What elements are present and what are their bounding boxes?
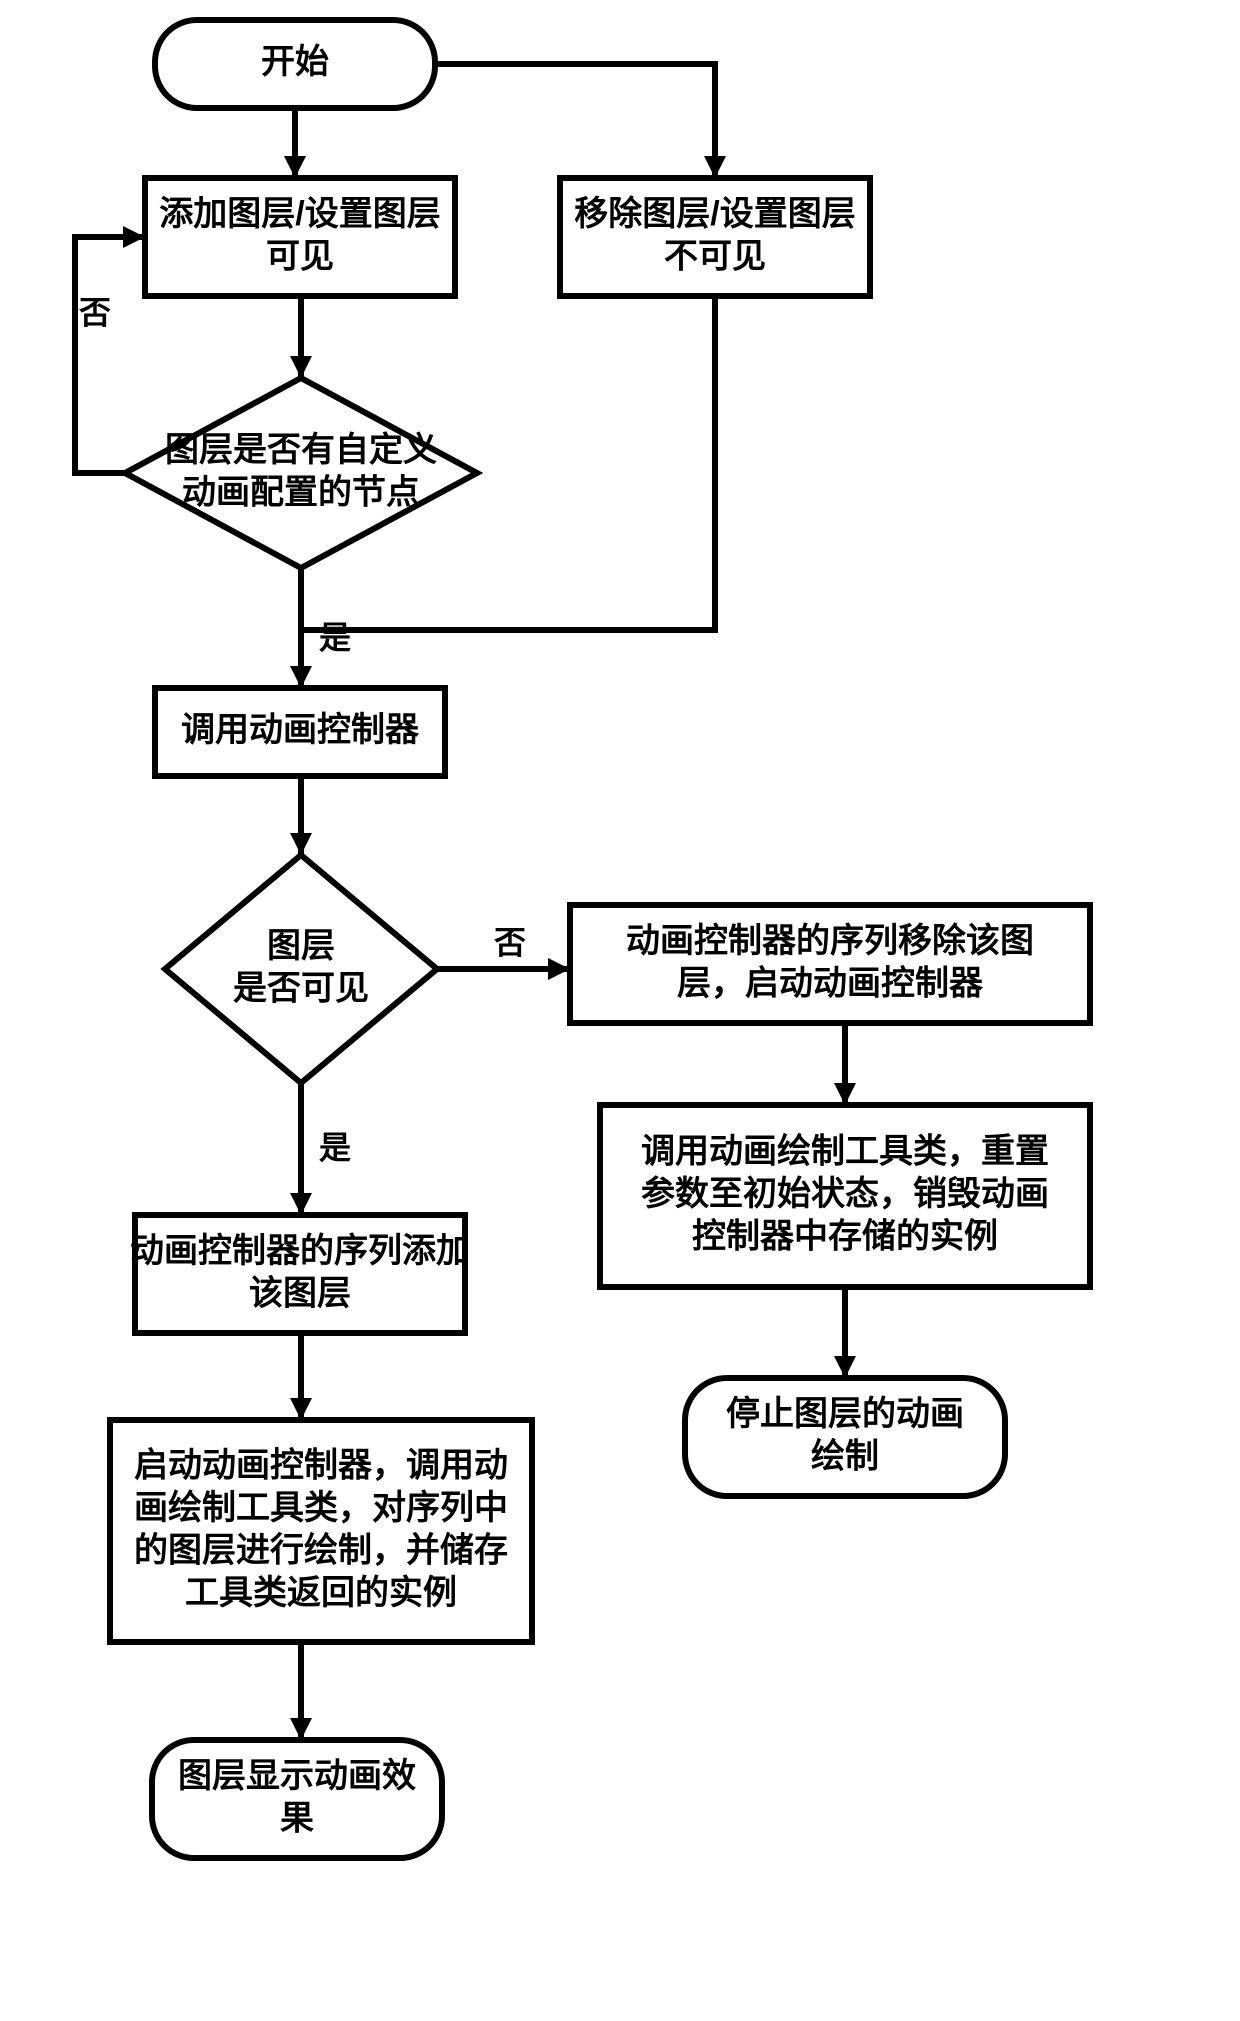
edge-label-visible-seqRm: 否 bbox=[494, 924, 526, 960]
edge-label-hasAnim-addLayer: 否 bbox=[79, 294, 111, 330]
node-stopDraw: 停止图层的动画绘制 bbox=[685, 1378, 1005, 1496]
node-startCtrl: 启动动画控制器，调用动画绘制工具类，对序列中的图层进行绘制，并储存工具类返回的实… bbox=[110, 1420, 532, 1642]
node-visible: 图层是否可见 bbox=[165, 855, 437, 1083]
node-hasAnim: 图层是否有自定义动画配置的节点 bbox=[125, 378, 477, 568]
node-showAnim: 图层显示动画效果 bbox=[152, 1740, 442, 1858]
flowchart-canvas: 否是否是开始添加图层/设置图层可见移除图层/设置图层不可见图层是否有自定义动画配… bbox=[0, 0, 1240, 2021]
node-text-callCtrl: 调用动画控制器 bbox=[181, 711, 420, 749]
node-text-start: 开始 bbox=[261, 43, 329, 81]
node-reset: 调用动画绘制工具类，重置参数至初始状态，销毁动画控制器中存储的实例 bbox=[600, 1105, 1090, 1287]
node-text-reset: 调用动画绘制工具类，重置参数至初始状态，销毁动画控制器中存储的实例 bbox=[641, 1132, 1049, 1255]
node-addLayer: 添加图层/设置图层可见 bbox=[145, 178, 455, 296]
edge-label-visible-seqAdd: 是 bbox=[319, 1129, 351, 1165]
node-seqRm: 动画控制器的序列移除该图层，启动动画控制器 bbox=[570, 905, 1090, 1023]
edge-start-rmLayer bbox=[435, 64, 715, 178]
node-start: 开始 bbox=[155, 20, 435, 108]
node-rmLayer: 移除图层/设置图层不可见 bbox=[560, 178, 870, 296]
edge-label-hasAnim-callCtrl: 是 bbox=[319, 619, 351, 655]
node-callCtrl: 调用动画控制器 bbox=[155, 688, 445, 776]
edge-hasAnim-addLayer bbox=[75, 237, 145, 473]
node-seqAdd: 动画控制器的序列添加该图层 bbox=[130, 1215, 470, 1333]
